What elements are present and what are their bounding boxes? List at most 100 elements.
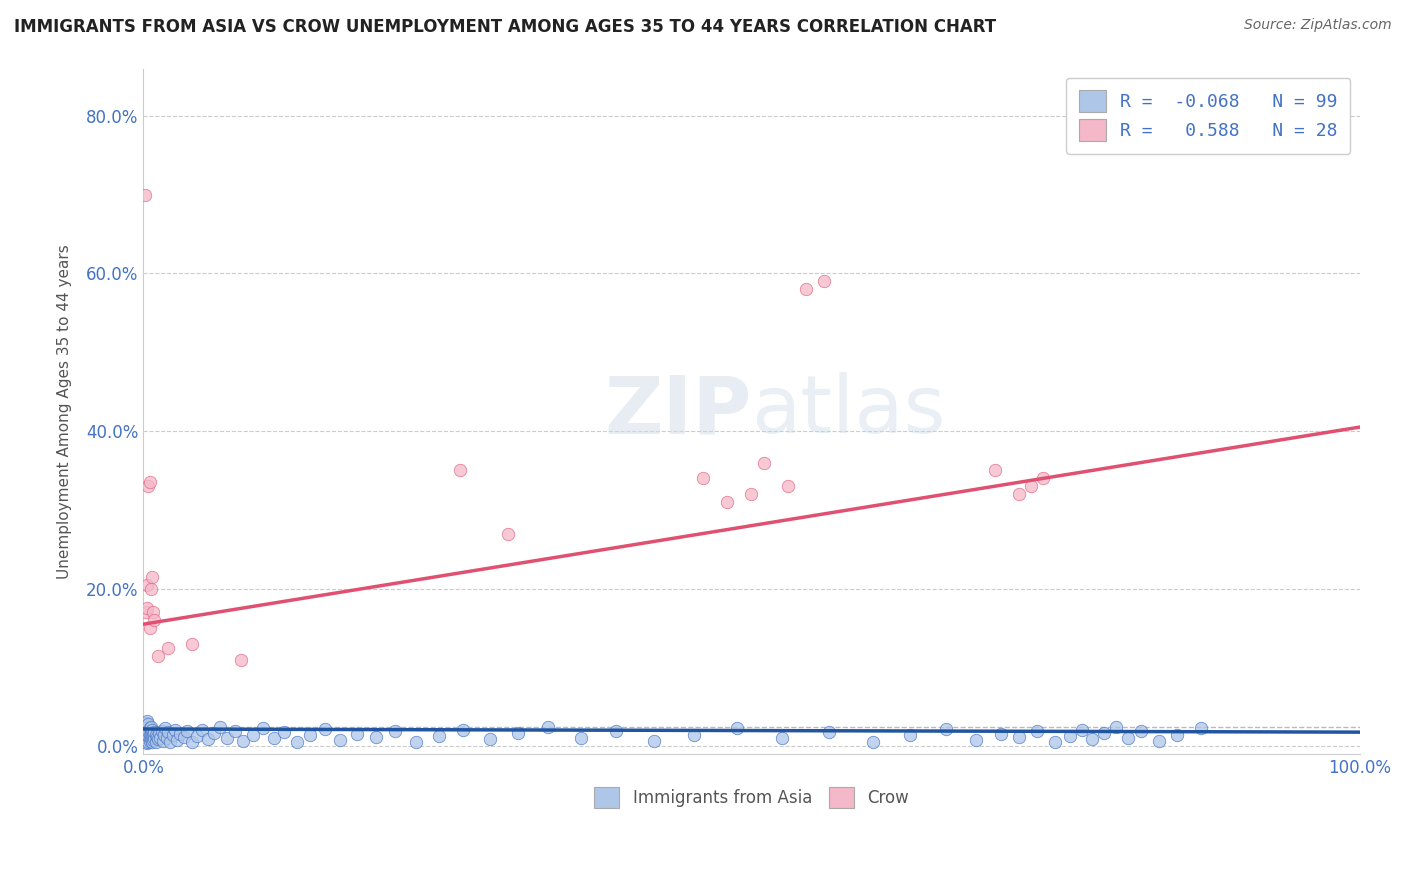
Point [143, 725, 166, 739]
Point [134, 723, 156, 738]
Point [1147, 734, 1170, 748]
Point [155, 721, 177, 735]
Point [1081, 732, 1104, 747]
Text: Source: ZipAtlas.com: Source: ZipAtlas.com [1244, 18, 1392, 32]
Point [145, 728, 167, 742]
Point [143, 613, 166, 627]
Y-axis label: Unemployment Among Ages 35 to 44 years: Unemployment Among Ages 35 to 44 years [58, 244, 72, 579]
Point [139, 726, 162, 740]
Point [329, 733, 352, 747]
Point [150, 724, 173, 739]
Point [139, 720, 162, 734]
Point [162, 728, 184, 742]
Point [1026, 723, 1049, 738]
Point [142, 727, 165, 741]
Point [156, 640, 179, 655]
Point [263, 731, 285, 746]
Legend: Immigrants from Asia, Crow: Immigrants from Asia, Crow [588, 780, 915, 814]
Point [1019, 479, 1042, 493]
Point [148, 726, 170, 740]
Text: IMMIGRANTS FROM ASIA VS CROW UNEMPLOYMENT AMONG AGES 35 TO 44 YEARS CORRELATION : IMMIGRANTS FROM ASIA VS CROW UNEMPLOYMEN… [14, 18, 997, 36]
Point [139, 582, 162, 596]
Point [506, 726, 529, 740]
Point [146, 730, 169, 744]
Point [364, 730, 387, 744]
Point [209, 720, 232, 734]
Point [451, 723, 474, 737]
Point [136, 723, 159, 738]
Point [145, 734, 167, 748]
Point [135, 727, 157, 741]
Text: atlas: atlas [751, 372, 946, 450]
Point [1129, 724, 1152, 739]
Point [1045, 735, 1067, 749]
Point [138, 475, 160, 490]
Point [142, 605, 165, 619]
Point [569, 731, 592, 745]
Point [242, 727, 264, 741]
Point [186, 729, 208, 743]
Point [149, 731, 172, 745]
Point [142, 733, 165, 747]
Point [134, 730, 156, 744]
Point [141, 723, 163, 737]
Point [136, 725, 159, 739]
Point [135, 715, 157, 730]
Point [1008, 730, 1031, 744]
Point [146, 732, 169, 747]
Point [152, 734, 174, 748]
Point [136, 731, 159, 746]
Point [405, 735, 427, 749]
Point [135, 733, 157, 747]
Point [181, 735, 204, 749]
Point [181, 637, 204, 651]
Point [136, 729, 159, 743]
Point [1059, 729, 1081, 743]
Point [1189, 721, 1212, 735]
Point [232, 734, 254, 748]
Point [813, 274, 835, 288]
Point [138, 621, 160, 635]
Point [427, 729, 450, 743]
Point [136, 717, 159, 731]
Point [990, 727, 1012, 741]
Point [136, 714, 159, 728]
Point [146, 648, 169, 663]
Point [143, 731, 166, 746]
Point [176, 723, 198, 738]
Point [166, 733, 188, 747]
Point [217, 731, 239, 745]
Point [346, 727, 368, 741]
Point [191, 723, 214, 737]
Point [683, 727, 706, 741]
Point [273, 725, 295, 739]
Point [141, 735, 163, 749]
Point [153, 727, 176, 741]
Point [139, 732, 162, 747]
Point [479, 732, 502, 747]
Point [135, 722, 157, 736]
Point [202, 726, 225, 740]
Point [1008, 487, 1031, 501]
Point [496, 526, 519, 541]
Point [965, 733, 987, 747]
Point [134, 187, 156, 202]
Point [1092, 726, 1115, 740]
Point [197, 732, 219, 747]
Point [752, 456, 775, 470]
Point [134, 735, 156, 749]
Point [138, 727, 160, 741]
Point [1118, 731, 1140, 745]
Point [692, 471, 714, 485]
Point [173, 730, 195, 744]
Point [725, 721, 748, 735]
Point [716, 495, 738, 509]
Point [1032, 471, 1054, 485]
Point [643, 734, 665, 748]
Point [605, 724, 627, 739]
Point [935, 722, 957, 736]
Point [252, 721, 274, 735]
Point [224, 724, 246, 739]
Point [156, 725, 179, 739]
Point [449, 463, 471, 477]
